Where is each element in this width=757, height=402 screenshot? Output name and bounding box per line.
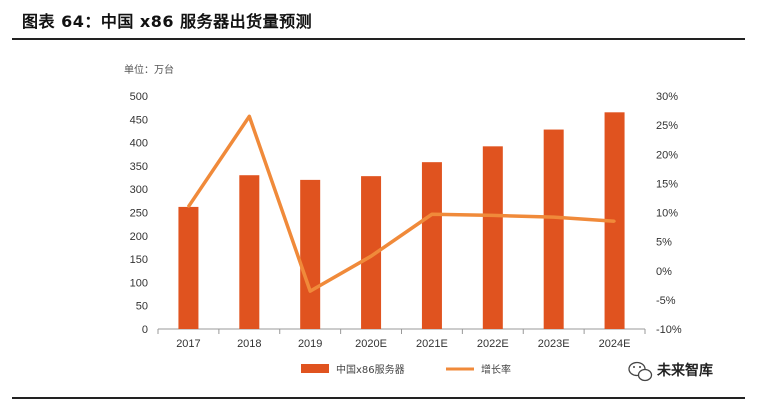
bar [361,176,382,329]
growth-point [369,254,373,258]
legend-bar-swatch [301,364,329,373]
right-axis-tick-label: 0% [656,266,672,278]
left-axis-tick-label: 500 [130,91,148,103]
right-axis-tick-label: 20% [656,149,678,161]
figure-title: 图表 64：中国 x86 服务器出货量预测 [22,12,313,31]
left-axis-tick-label: 50 [136,301,148,313]
watermark-text: 未来智库 [657,362,713,379]
x-axis-tick-label: 2018 [237,338,261,350]
x-axis-tick-label: 2022E [477,338,509,350]
legend: 中国x86服务器 增长率 [301,363,511,376]
right-axis: -10% -5% 0% 5% 10% 15% 20% 25% 30% [656,91,682,336]
watermark: 未来智库 [628,361,713,382]
legend-bar-label: 中国x86服务器 [336,363,405,376]
bar [482,146,503,329]
right-axis-tick-label: 10% [656,208,678,220]
growth-point [248,115,251,118]
growth-point [187,205,190,208]
bar-series [178,112,625,329]
growth-line [186,114,615,293]
left-axis-tick-label: 250 [130,208,148,220]
right-axis-tick-label: 5% [656,237,672,249]
left-axis-tick-label: 350 [130,161,148,173]
left-axis: 0 50 100 150 200 250 300 350 400 450 500 [130,91,148,336]
left-axis-tick-label: 200 [130,231,148,243]
left-axis-tick-label: 300 [130,184,148,196]
bar [543,129,564,329]
right-axis-tick-label: 30% [656,91,678,103]
right-axis-tick-label: 15% [656,178,678,190]
x-axis-tick-label: 2023E [538,338,570,350]
x-axis-tick-label: 2019 [298,338,322,350]
right-axis-tick-label: -5% [656,295,676,307]
growth-point [552,215,555,219]
bottom-rule [12,397,745,399]
right-axis-tick-label: -10% [656,324,682,336]
right-axis-tick-label: 25% [656,120,678,132]
legend-line-label: 增长率 [481,363,511,376]
bar [239,175,260,329]
x-axis-tick-label: 2020E [355,338,387,350]
growth-point [613,220,616,223]
growth-point [430,213,434,216]
left-axis-tick-label: 400 [130,138,148,150]
growth-point [491,214,495,217]
bar [300,179,321,329]
wechat-icon [628,361,653,382]
x-axis-tick-label: 2017 [176,338,200,350]
x-axis-tick-label: 2024E [599,338,631,350]
left-axis-tick-label: 450 [130,114,148,126]
growth-point [308,289,312,293]
bar [178,206,199,329]
left-axis-tick-label: 150 [130,254,148,266]
unit-label: 单位：万台 [124,63,174,76]
bar [421,162,442,329]
x-axis: 2017 2018 2019 2020E 2021E 2022E 2023E 2024E [157,328,646,350]
left-axis-tick-label: 100 [130,277,148,289]
top-rule [12,38,745,40]
left-axis-tick-label: 0 [142,324,148,336]
line-series [186,114,616,293]
x-axis-tick-label: 2021E [416,338,448,350]
